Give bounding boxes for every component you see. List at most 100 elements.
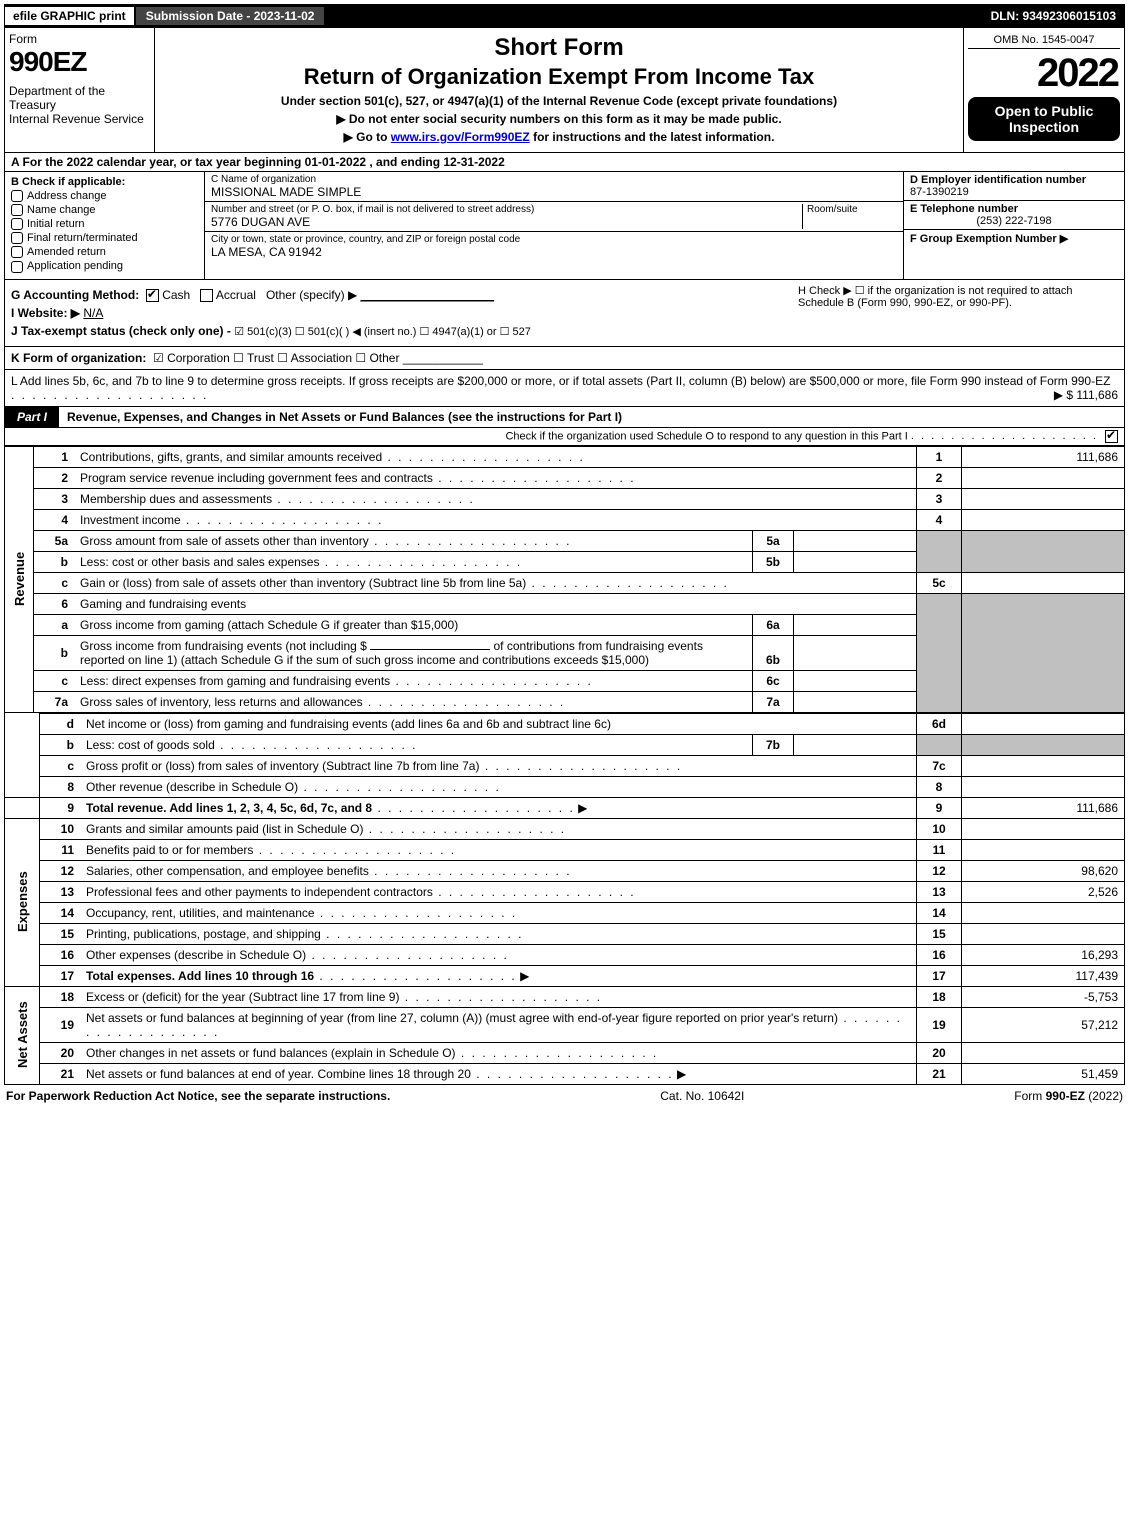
- column-B-checkboxes: B Check if applicable: Address change Na…: [5, 172, 205, 279]
- line-13-col: 13: [917, 881, 962, 902]
- city-cell: City or town, state or province, country…: [205, 232, 903, 261]
- form-number: 990EZ: [9, 46, 150, 78]
- line-11-desc: Benefits paid to or for members: [80, 839, 917, 860]
- line-6c-sub: 6c: [753, 670, 794, 691]
- line-12-num: 12: [40, 860, 81, 881]
- check-amended-return[interactable]: Amended return: [11, 246, 198, 258]
- row-J: J Tax-exempt status (check only one) - ☑…: [11, 324, 1118, 338]
- line-15-num: 15: [40, 923, 81, 944]
- line-1-desc: Contributions, gifts, grants, and simila…: [74, 446, 917, 467]
- line-18-num: 18: [40, 986, 81, 1007]
- row-H: H Check ▶ ☐ if the organization is not r…: [798, 284, 1118, 309]
- F-label: F Group Exemption Number ▶: [910, 233, 1068, 245]
- return-title: Return of Organization Exempt From Incom…: [163, 64, 955, 90]
- K-label: K Form of organization:: [11, 351, 146, 365]
- check-application-pending[interactable]: Application pending: [11, 260, 198, 272]
- J-options: ☑ 501(c)(3) ☐ 501(c)( ) ◀ (insert no.) ☐…: [234, 326, 531, 338]
- street-label: Number and street (or P. O. box, if mail…: [211, 204, 802, 215]
- line-20-desc: Other changes in net assets or fund bala…: [80, 1042, 917, 1063]
- line-13-num: 13: [40, 881, 81, 902]
- line-6c-num: c: [34, 670, 75, 691]
- G-cash-check[interactable]: [146, 289, 159, 302]
- line-5c-desc: Gain or (loss) from sale of assets other…: [74, 572, 917, 593]
- line-17-col: 17: [917, 965, 962, 986]
- line-17-num: 17: [40, 965, 81, 986]
- line-6b-num: b: [34, 635, 75, 670]
- short-form-title: Short Form: [163, 34, 955, 62]
- dots: [11, 388, 208, 402]
- footer-right: Form 990-EZ (2022): [1014, 1089, 1123, 1103]
- line-4-amt: [962, 509, 1125, 530]
- line-6-num: 6: [34, 593, 75, 614]
- grey-cell: [917, 530, 962, 572]
- tax-year: 2022: [968, 49, 1120, 97]
- line-11-col: 11: [917, 839, 962, 860]
- org-name-label: C Name of organization: [211, 174, 897, 185]
- line-10-num: 10: [40, 818, 81, 839]
- do-not-enter-text: ▶ Do not enter social security numbers o…: [163, 112, 955, 126]
- E-telephone: E Telephone number (253) 222-7198: [904, 201, 1124, 230]
- row-L: L Add lines 5b, 6c, and 7b to line 9 to …: [4, 370, 1125, 407]
- G-accrual-check[interactable]: [200, 289, 213, 302]
- part1-schedule-o-check[interactable]: [1105, 430, 1118, 443]
- line-8-amt: [962, 776, 1125, 797]
- part1-badge: Part I: [5, 407, 59, 427]
- line-7c-desc: Gross profit or (loss) from sales of inv…: [80, 755, 917, 776]
- part1-check-row: Check if the organization used Schedule …: [4, 428, 1125, 446]
- line-7b-sub: 7b: [753, 734, 794, 755]
- revenue-section-label: Revenue: [5, 446, 34, 712]
- row-A-calendar-year: A For the 2022 calendar year, or tax yea…: [4, 153, 1125, 172]
- line-5a-desc: Gross amount from sale of assets other t…: [74, 530, 753, 551]
- line-6d-col: 6d: [917, 713, 962, 734]
- line-17-desc: Total expenses. Add lines 10 through 16 …: [80, 965, 917, 986]
- expenses-section-label: Expenses: [5, 818, 40, 986]
- line-7c-col: 7c: [917, 755, 962, 776]
- line-14-amt: [962, 902, 1125, 923]
- go-to-text: ▶ Go to www.irs.gov/Form990EZ for instru…: [163, 130, 955, 144]
- line-6-desc: Gaming and fundraising events: [74, 593, 917, 614]
- header-left: Form 990EZ Department of the Treasury In…: [5, 28, 155, 152]
- line-7a-subval: [794, 691, 917, 712]
- line-13-amt: 2,526: [962, 881, 1125, 902]
- footer-left: For Paperwork Reduction Act Notice, see …: [6, 1089, 390, 1103]
- line-6d-desc: Net income or (loss) from gaming and fun…: [80, 713, 917, 734]
- line-17-amt: 117,439: [962, 965, 1125, 986]
- line-21-num: 21: [40, 1063, 81, 1084]
- line-5a-num: 5a: [34, 530, 75, 551]
- line-3-amt: [962, 488, 1125, 509]
- top-bar: efile GRAPHIC print Submission Date - 20…: [4, 4, 1125, 28]
- column-DEF: D Employer identification number 87-1390…: [904, 172, 1124, 279]
- J-label: J Tax-exempt status (check only one) -: [11, 324, 231, 338]
- room-suite-label: Room/suite: [807, 204, 897, 215]
- line-5c-num: c: [34, 572, 75, 593]
- irs-link[interactable]: www.irs.gov/Form990EZ: [391, 130, 530, 144]
- line-6b-subval: [794, 635, 917, 670]
- omb-number: OMB No. 1545-0047: [968, 32, 1120, 49]
- line-21-col: 21: [917, 1063, 962, 1084]
- check-initial-return[interactable]: Initial return: [11, 218, 198, 230]
- line-6a-num: a: [34, 614, 75, 635]
- line-5a-sub: 5a: [753, 530, 794, 551]
- city-value: LA MESA, CA 91942: [211, 245, 897, 259]
- I-label: I Website: ▶: [11, 306, 80, 320]
- line-3-num: 3: [34, 488, 75, 509]
- check-address-change[interactable]: Address change: [11, 190, 198, 202]
- org-name-cell: C Name of organization MISSIONAL MADE SI…: [205, 172, 903, 202]
- check-final-return[interactable]: Final return/terminated: [11, 232, 198, 244]
- check-name-change[interactable]: Name change: [11, 204, 198, 216]
- line-5b-num: b: [34, 551, 75, 572]
- grey-cell: [917, 593, 962, 712]
- line-11-num: 11: [40, 839, 81, 860]
- line-7b-num: b: [40, 734, 81, 755]
- line-18-amt: -5,753: [962, 986, 1125, 1007]
- footer-cat-no: Cat. No. 10642I: [660, 1089, 744, 1103]
- line-7a-num: 7a: [34, 691, 75, 712]
- line-2-desc: Program service revenue including govern…: [74, 467, 917, 488]
- open-to-public-badge: Open to Public Inspection: [968, 97, 1120, 141]
- line-14-desc: Occupancy, rent, utilities, and maintena…: [80, 902, 917, 923]
- efile-print-label: efile GRAPHIC print: [5, 7, 136, 25]
- line-13-desc: Professional fees and other payments to …: [80, 881, 917, 902]
- header-right: OMB No. 1545-0047 2022 Open to Public In…: [964, 28, 1124, 152]
- submission-date: Submission Date - 2023-11-02: [136, 7, 327, 25]
- line-9-num: 9: [40, 797, 81, 818]
